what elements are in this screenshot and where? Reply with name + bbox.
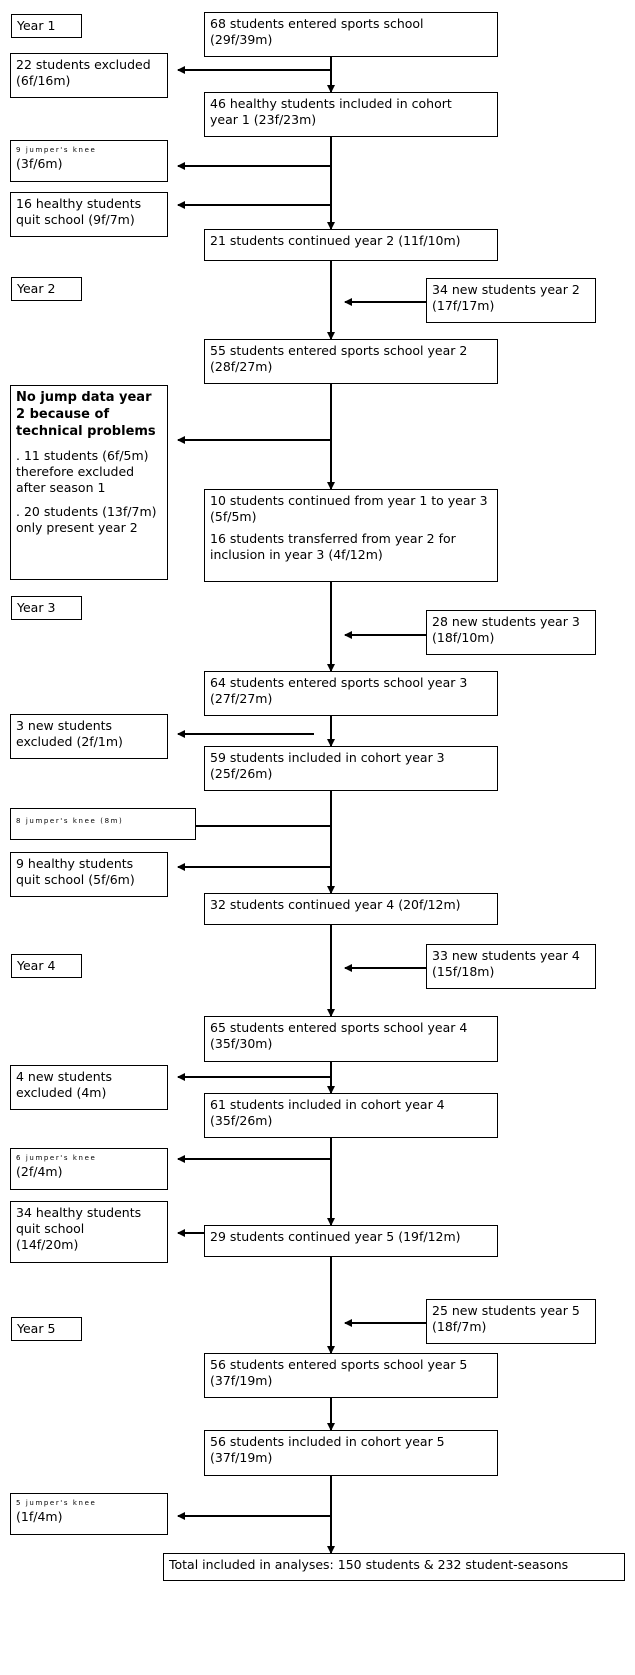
excluded-line: excluded (2f/1m) [16, 734, 123, 749]
year-label-2: Year 2 [11, 277, 82, 301]
year-label-4: Year 4 [11, 954, 82, 978]
main-box-line: 10 students continued from year 1 to yea… [210, 493, 488, 524]
year-label-text: Year 1 [17, 18, 56, 33]
main-box-line: 64 students entered sports school year 3 [210, 675, 468, 690]
main-box-cohort-y3: 59 students included in cohort year 3 (2… [204, 746, 498, 791]
excluded-line: 9 healthy students [16, 856, 134, 871]
excluded-line: (1f/4m) [16, 1509, 63, 1524]
main-box-line: (27f/27m) [210, 691, 273, 706]
new-students-box-y5: 25 new students year 5 (18f/7m) [426, 1299, 596, 1344]
main-box-transferred-y3: 10 students continued from year 1 to yea… [204, 489, 498, 582]
main-box-line: (29f/39m) [210, 32, 273, 47]
excluded-box-new4: 4 new students excluded (4m) [10, 1065, 168, 1110]
main-box-line: 32 students continued year 4 (20f/12m) [210, 897, 461, 912]
new-students-line: 25 new students year 5 [432, 1303, 580, 1318]
main-box-line: (37f/19m) [210, 1373, 273, 1388]
main-box-line: 65 students entered sports school year 4 [210, 1020, 468, 1035]
main-box-line: 46 healthy students included in cohort [210, 96, 452, 111]
main-box-line: (25f/26m) [210, 766, 273, 781]
no-jump-data-item: . 20 students (13f/7m) only present year… [16, 504, 157, 535]
new-students-line: 34 new students year 2 [432, 282, 580, 297]
main-box-line: year 1 (23f/23m) [210, 112, 317, 127]
excluded-line: 6 jumper's knee [16, 1154, 97, 1162]
excluded-line: 3 new students [16, 718, 113, 733]
year-label-text: Year 3 [17, 600, 56, 615]
excluded-box-jk6: 6 jumper's knee (2f/4m) [10, 1148, 168, 1190]
excluded-line: (14f/20m) [16, 1237, 79, 1252]
main-box-line: 16 students transferred from year 2 for … [210, 531, 456, 562]
excluded-box-jk8: 8 jumper's knee (8m) [10, 808, 196, 840]
no-jump-data-box: No jump data year 2 because of technical… [10, 385, 168, 580]
main-box-total: Total included in analyses: 150 students… [163, 1553, 625, 1581]
year-label-3: Year 3 [11, 596, 82, 620]
excluded-box-new3: 3 new students excluded (2f/1m) [10, 714, 168, 759]
new-students-line: (17f/17m) [432, 298, 495, 313]
excluded-line: 8 jumper's knee (8m) [16, 817, 124, 825]
excluded-line: 22 students excluded [16, 57, 151, 72]
main-box-line: 56 students entered sports school year 5 [210, 1357, 468, 1372]
excluded-box-22: 22 students excluded (6f/16m) [10, 53, 168, 98]
main-box-line: 59 students included in cohort year 3 [210, 750, 445, 765]
main-box-entered-y1: 68 students entered sports school (29f/3… [204, 12, 498, 57]
main-box-line: (35f/26m) [210, 1113, 273, 1128]
new-students-box-y3: 28 new students year 3 (18f/10m) [426, 610, 596, 655]
main-box-continued-y4: 32 students continued year 4 (20f/12m) [204, 893, 498, 925]
excluded-line: (2f/4m) [16, 1164, 63, 1179]
excluded-box-jk9: 9 jumper's knee (3f/6m) [10, 140, 168, 182]
excluded-line: (3f/6m) [16, 156, 63, 171]
main-box-line: 68 students entered sports school [210, 16, 424, 31]
main-box-line: 61 students included in cohort year 4 [210, 1097, 445, 1112]
year-label-1: Year 1 [11, 14, 82, 38]
year-label-text: Year 5 [17, 1321, 56, 1336]
main-box-line: 55 students entered sports school year 2 [210, 343, 468, 358]
no-jump-data-title: No jump data year 2 because of technical… [16, 390, 156, 439]
main-box-entered-y2: 55 students entered sports school year 2… [204, 339, 498, 384]
main-box-line: 29 students continued year 5 (19f/12m) [210, 1229, 461, 1244]
main-box-entered-y5: 56 students entered sports school year 5… [204, 1353, 498, 1398]
excluded-line: 9 jumper's knee [16, 146, 97, 154]
main-box-continued-y2: 21 students continued year 2 (11f/10m) [204, 229, 498, 261]
main-box-line: (35f/30m) [210, 1036, 273, 1051]
excluded-line: 5 jumper's knee [16, 1499, 97, 1507]
excluded-line: 4 new students [16, 1069, 113, 1084]
main-box-line: 21 students continued year 2 (11f/10m) [210, 233, 461, 248]
year-label-text: Year 4 [17, 958, 56, 973]
excluded-line: 34 healthy students [16, 1205, 142, 1220]
new-students-box-y2: 34 new students year 2 (17f/17m) [426, 278, 596, 323]
main-box-entered-y3: 64 students entered sports school year 3… [204, 671, 498, 716]
excluded-box-quit16: 16 healthy students quit school (9f/7m) [10, 192, 168, 237]
main-box-entered-y4: 65 students entered sports school year 4… [204, 1016, 498, 1062]
main-box-cohort-y4: 61 students included in cohort year 4 (3… [204, 1093, 498, 1138]
excluded-line: quit school (9f/7m) [16, 212, 135, 227]
excluded-line: (6f/16m) [16, 73, 71, 88]
new-students-line: (18f/7m) [432, 1319, 487, 1334]
excluded-box-quit9: 9 healthy students quit school (5f/6m) [10, 852, 168, 897]
excluded-line: 16 healthy students [16, 196, 142, 211]
main-box-continued-y5: 29 students continued year 5 (19f/12m) [204, 1225, 498, 1257]
new-students-box-y4: 33 new students year 4 (15f/18m) [426, 944, 596, 989]
main-box-line: 56 students included in cohort year 5 [210, 1434, 445, 1449]
year-label-5: Year 5 [11, 1317, 82, 1341]
main-box-cohort-y1: 46 healthy students included in cohort y… [204, 92, 498, 137]
excluded-box-jk5: 5 jumper's knee (1f/4m) [10, 1493, 168, 1535]
main-box-cohort-y5: 56 students included in cohort year 5 (3… [204, 1430, 498, 1476]
new-students-line: (18f/10m) [432, 630, 495, 645]
main-box-line: Total included in analyses: 150 students… [169, 1557, 569, 1572]
excluded-line: excluded (4m) [16, 1085, 107, 1100]
main-box-line: (28f/27m) [210, 359, 273, 374]
new-students-line: 33 new students year 4 [432, 948, 580, 963]
new-students-line: (15f/18m) [432, 964, 495, 979]
excluded-line: quit school [16, 1221, 85, 1236]
new-students-line: 28 new students year 3 [432, 614, 580, 629]
no-jump-data-item: . 11 students (6f/5m) therefore excluded… [16, 448, 149, 495]
excluded-line: quit school (5f/6m) [16, 872, 135, 887]
excluded-box-quit34: 34 healthy students quit school (14f/20m… [10, 1201, 168, 1263]
year-label-text: Year 2 [17, 281, 56, 296]
main-box-line: (37f/19m) [210, 1450, 273, 1465]
